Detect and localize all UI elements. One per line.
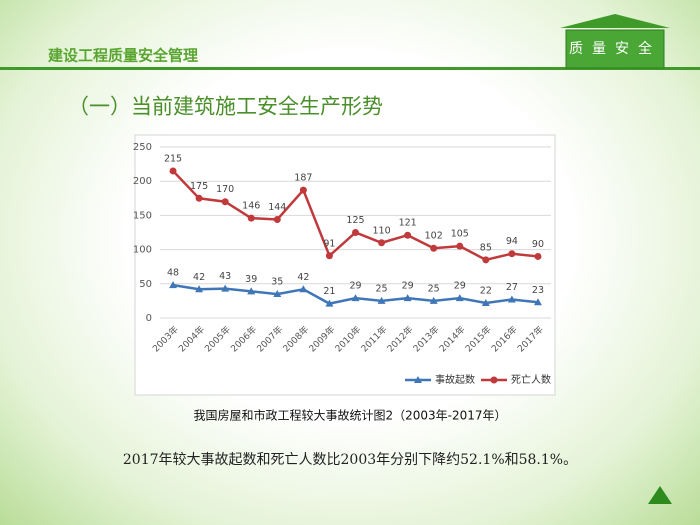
y-tick-label: 150 [133,210,152,221]
data-label: 94 [506,236,518,247]
point [247,287,256,295]
point [325,299,334,307]
data-label: 29 [454,281,466,292]
legend-label: 死亡人数 [511,373,551,386]
point [507,295,516,303]
point [169,281,178,289]
point [169,167,177,175]
header-rule [0,67,700,70]
logo-text: 质量安全 [569,40,661,57]
point [273,290,282,298]
point [404,231,412,239]
data-label: 121 [399,218,417,229]
point [378,239,386,247]
data-label: 110 [372,225,390,236]
data-label: 22 [480,285,492,296]
data-label: 42 [193,272,205,283]
data-label: 125 [346,215,364,226]
y-tick-label: 200 [133,176,152,187]
point [508,250,516,258]
point [481,298,490,306]
chart-frame [134,134,556,396]
y-tick-label: 100 [133,245,152,256]
logo-roof [560,14,670,28]
data-label: 144 [268,202,286,213]
data-label: 215 [164,153,182,164]
point [429,296,438,304]
data-label: 146 [242,201,260,212]
data-label: 25 [376,283,388,294]
point [403,294,412,302]
point [351,294,360,302]
y-tick-label: 50 [139,279,152,290]
data-label: 85 [480,242,492,253]
data-label: 48 [167,268,179,279]
data-label: 43 [219,271,231,282]
point [325,252,333,260]
point [299,285,308,293]
data-label: 170 [216,184,234,195]
data-label: 25 [428,283,440,294]
data-label: 23 [532,285,544,296]
point [221,198,229,206]
legend-label: 事故起数 [435,373,475,386]
body-text: 2017年较大事故起数和死亡人数比2003年分别下降约52.1%和58.1%。 [123,452,577,468]
logo-body [565,29,665,69]
data-label: 187 [294,173,312,184]
data-label: 90 [532,239,544,250]
point [482,256,490,264]
data-label: 42 [297,272,309,283]
point [533,298,542,306]
point [377,296,386,304]
data-label: 21 [323,286,335,297]
data-label: 105 [451,229,469,240]
data-label: 39 [245,274,257,285]
header-title: 建设工程质量安全管理 [48,47,198,65]
chart-caption: 我国房屋和市政工程较大事故统计图2（2003年-2017年） [193,408,506,423]
point [195,194,203,202]
legend-marker [490,376,498,384]
y-tick-label: 0 [146,313,152,324]
legend-marker [414,376,422,383]
data-label: 29 [402,281,414,292]
point [221,284,230,292]
data-label: 29 [349,281,361,292]
point [299,186,307,194]
data-label: 175 [190,181,208,192]
point [534,252,542,260]
point [455,294,464,302]
data-label: 27 [506,282,518,293]
data-label: 35 [271,277,283,288]
point [352,229,359,236]
point [273,216,281,224]
nav-button[interactable] [648,486,672,504]
point [430,244,438,252]
point [456,242,464,250]
data-label: 102 [425,231,443,242]
point [195,285,204,293]
y-tick-label: 250 [133,142,152,153]
data-label: 91 [323,238,335,249]
heading: （一）当前建筑施工安全生产形势 [68,95,383,119]
point [247,214,255,222]
